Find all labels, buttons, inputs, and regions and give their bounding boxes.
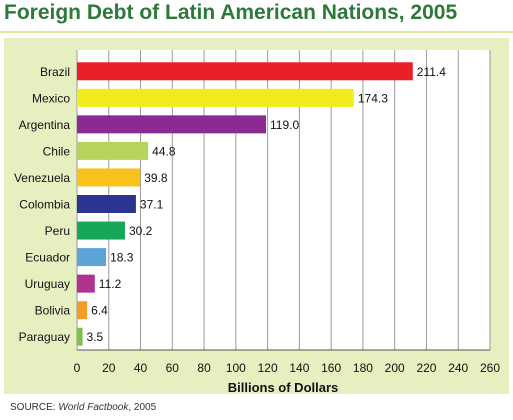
category-label: Argentina xyxy=(19,118,71,132)
x-tick-label: 140 xyxy=(289,361,309,375)
category-label: Paraguay xyxy=(19,330,70,344)
x-tick-label: 0 xyxy=(74,361,81,375)
value-label: 3.5 xyxy=(87,330,104,344)
bar-mexico xyxy=(77,88,354,107)
value-label: 39.8 xyxy=(144,171,168,185)
category-label: Venezuela xyxy=(14,171,70,185)
x-tick-label: 220 xyxy=(416,361,436,375)
x-tick-label: 240 xyxy=(448,361,468,375)
bar-chart: Brazil Mexico Argentina Chile Venezuela Colom… xyxy=(14,50,501,395)
category-label: Colombia xyxy=(19,198,70,212)
bar-uruguay xyxy=(77,274,95,293)
value-label: 18.3 xyxy=(110,251,134,265)
value-label: 211.4 xyxy=(417,65,446,79)
x-axis-label: Billions of Dollars xyxy=(228,380,339,395)
category-label: Bolivia xyxy=(35,304,71,318)
value-label: 6.4 xyxy=(91,304,108,318)
source-prefix: SOURCE: xyxy=(10,402,59,413)
bar-colombia xyxy=(77,195,136,213)
value-label: 37.1 xyxy=(140,198,164,212)
category-label: Brazil xyxy=(40,65,70,79)
value-label: 119.0 xyxy=(270,118,299,132)
source-note: SOURCE: World Factbook, 2005 xyxy=(10,402,156,413)
x-tick-label: 20 xyxy=(102,361,116,375)
x-tick-label: 160 xyxy=(321,361,341,375)
value-label: 174.3 xyxy=(358,91,388,105)
source-publication: World Factbook xyxy=(58,402,129,413)
bar-peru xyxy=(77,221,125,240)
category-labels: Brazil Mexico Argentina Chile Venezuela Colom… xyxy=(14,65,70,344)
title-divider xyxy=(0,31,513,33)
category-label: Mexico xyxy=(32,91,70,105)
bar-venezuela xyxy=(77,168,141,187)
x-tick-label: 60 xyxy=(166,361,180,375)
x-tick-label: 260 xyxy=(480,361,500,375)
value-label: 44.8 xyxy=(152,144,176,158)
category-label: Uruguay xyxy=(25,277,70,291)
bar-chile xyxy=(77,141,149,160)
bar-brazil xyxy=(77,62,413,81)
x-tick-label: 100 xyxy=(226,361,246,375)
chart-title: Foreign Debt of Latin American Nations, … xyxy=(4,1,458,24)
bar-paraguay xyxy=(77,327,83,346)
x-tick-label: 200 xyxy=(385,361,405,375)
bar-argentina xyxy=(77,115,267,134)
bars xyxy=(77,62,413,346)
x-tick-label: 80 xyxy=(197,361,211,375)
value-label: 30.2 xyxy=(129,224,153,238)
x-tick-labels: 0 20 40 60 80 100 120 140 160 180 200 220 240 260 xyxy=(74,361,501,375)
value-label: 11.2 xyxy=(99,277,122,291)
category-label: Chile xyxy=(43,144,71,158)
category-label: Peru xyxy=(45,224,70,238)
x-tick-label: 120 xyxy=(258,361,278,375)
category-label: Ecuador xyxy=(25,251,70,265)
bar-bolivia xyxy=(77,301,88,320)
source-suffix: , 2005 xyxy=(128,402,157,413)
x-tick-label: 180 xyxy=(353,361,373,375)
bar-ecuador xyxy=(77,248,107,267)
value-labels: 211.4 174.3 119.0 44.8 39.8 37.1 30.2 18.3 11.2 6… xyxy=(87,65,447,344)
x-tick-label: 40 xyxy=(134,361,148,375)
